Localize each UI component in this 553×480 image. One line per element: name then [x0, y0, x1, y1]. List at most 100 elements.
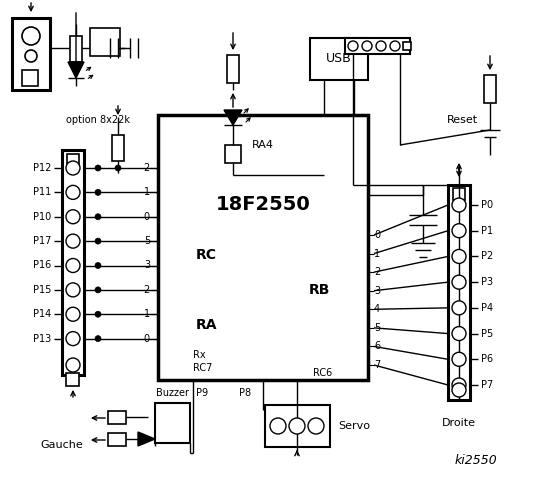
Circle shape [376, 41, 386, 51]
Text: P11: P11 [33, 187, 51, 197]
Bar [158, 115, 368, 380]
Circle shape [452, 352, 466, 366]
Text: ki2550: ki2550 [455, 454, 498, 467]
Text: P1: P1 [481, 226, 493, 236]
Bar [108, 433, 126, 446]
Text: 0: 0 [374, 230, 380, 240]
Circle shape [390, 41, 400, 51]
Text: Rx: Rx [193, 350, 206, 360]
Text: 7: 7 [374, 360, 380, 370]
Text: 1: 1 [374, 249, 380, 259]
Text: 1: 1 [144, 187, 150, 197]
Bar [22, 70, 38, 86]
Text: 3: 3 [144, 261, 150, 271]
Text: P10: P10 [33, 212, 51, 222]
Text: P12: P12 [33, 163, 51, 173]
Text: P0: P0 [481, 200, 493, 210]
Polygon shape [68, 62, 84, 78]
Bar [484, 75, 496, 103]
Circle shape [348, 41, 358, 51]
Circle shape [452, 250, 466, 264]
Text: P16: P16 [33, 261, 51, 271]
Circle shape [452, 383, 466, 397]
Circle shape [66, 210, 80, 224]
Text: Gauche: Gauche [40, 440, 84, 450]
Circle shape [66, 161, 80, 175]
Text: option 8x22k: option 8x22k [66, 115, 130, 125]
Bar [70, 36, 82, 62]
Circle shape [452, 224, 466, 238]
Circle shape [95, 165, 101, 171]
Bar [67, 154, 79, 166]
Bar [155, 403, 190, 443]
Circle shape [95, 214, 101, 220]
Bar [12, 18, 50, 90]
Circle shape [95, 311, 101, 317]
Text: 2: 2 [374, 267, 380, 277]
Text: RA4: RA4 [252, 140, 274, 150]
Circle shape [66, 358, 80, 372]
Circle shape [22, 27, 40, 45]
Circle shape [95, 190, 101, 195]
Circle shape [115, 165, 121, 171]
Text: P14: P14 [33, 309, 51, 319]
Text: 1: 1 [144, 309, 150, 319]
Text: P5: P5 [481, 329, 493, 338]
Text: P8: P8 [239, 388, 251, 398]
Text: Reset: Reset [447, 115, 478, 125]
Circle shape [452, 198, 466, 212]
Circle shape [452, 301, 466, 315]
Bar [345, 38, 410, 54]
Circle shape [66, 307, 80, 321]
Bar [66, 373, 79, 386]
Bar [108, 411, 126, 424]
Text: P7: P7 [481, 380, 493, 390]
Bar [227, 55, 239, 83]
Circle shape [95, 238, 101, 244]
Text: 2: 2 [144, 285, 150, 295]
Polygon shape [138, 432, 155, 446]
Text: 0: 0 [144, 334, 150, 344]
Bar [62, 150, 84, 375]
Circle shape [66, 332, 80, 346]
Text: Servo: Servo [338, 421, 370, 431]
Circle shape [66, 234, 80, 248]
Circle shape [452, 275, 466, 289]
Text: RC7: RC7 [193, 363, 212, 373]
Circle shape [95, 263, 101, 268]
Text: Buzzer: Buzzer [156, 388, 189, 398]
Circle shape [289, 418, 305, 434]
Circle shape [308, 418, 324, 434]
Bar [448, 185, 470, 400]
Text: 5: 5 [144, 236, 150, 246]
Circle shape [362, 41, 372, 51]
Text: USB: USB [326, 52, 352, 65]
Bar [310, 38, 368, 80]
Circle shape [452, 326, 466, 341]
Circle shape [95, 336, 101, 342]
Text: 4: 4 [374, 304, 380, 314]
Circle shape [95, 287, 101, 293]
Text: 18F2550: 18F2550 [216, 195, 310, 215]
Circle shape [66, 283, 80, 297]
Text: P9: P9 [196, 388, 208, 398]
Text: P15: P15 [33, 285, 51, 295]
Text: P13: P13 [33, 334, 51, 344]
Text: P3: P3 [481, 277, 493, 287]
Text: RC6: RC6 [313, 368, 332, 378]
Circle shape [66, 259, 80, 273]
Bar [112, 135, 124, 161]
Bar [225, 145, 241, 163]
Circle shape [25, 50, 37, 62]
Text: 0: 0 [144, 212, 150, 222]
Text: Droite: Droite [442, 418, 476, 428]
Circle shape [66, 185, 80, 199]
Bar [265, 405, 330, 447]
Bar [403, 42, 411, 50]
Text: P17: P17 [33, 236, 51, 246]
Bar [453, 188, 465, 200]
Text: P2: P2 [481, 252, 493, 262]
Text: 6: 6 [374, 341, 380, 351]
Polygon shape [224, 110, 242, 125]
Text: P6: P6 [481, 354, 493, 364]
